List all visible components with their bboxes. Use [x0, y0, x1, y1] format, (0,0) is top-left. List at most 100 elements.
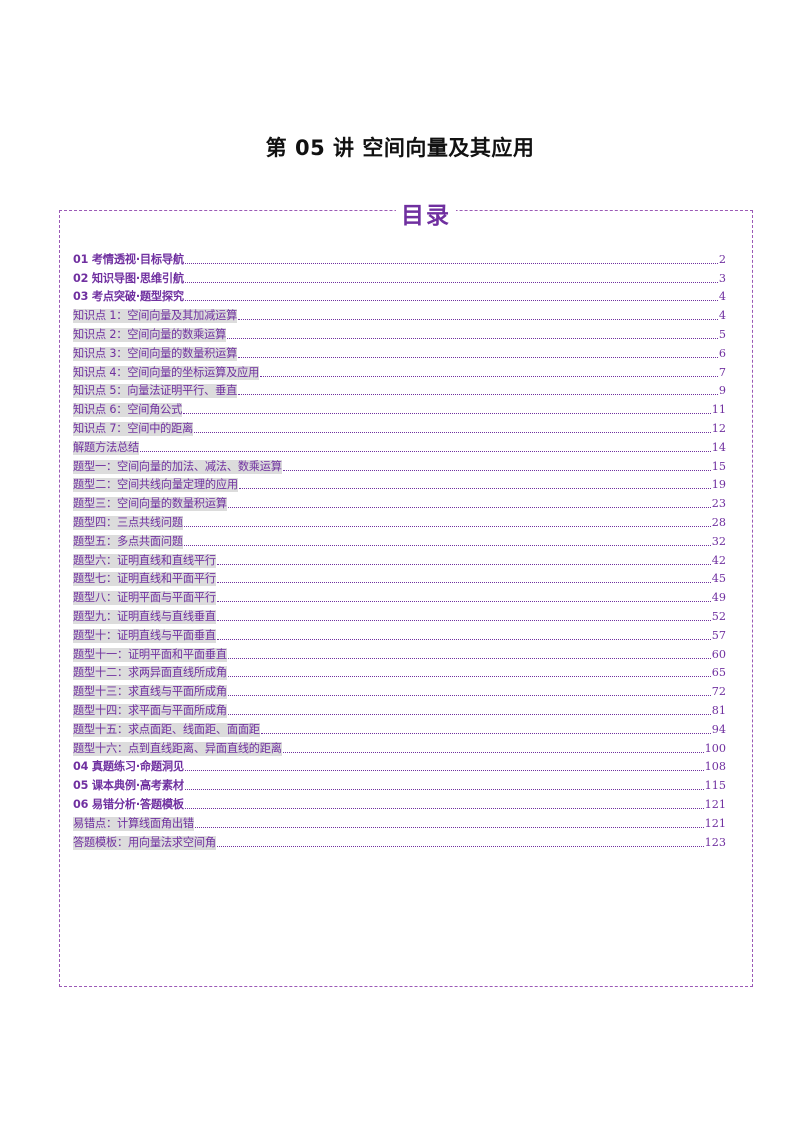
toc-entry[interactable]: 06 易错分析·答题模板 121 [73, 793, 726, 812]
toc-entry-page[interactable]: 15 [711, 459, 726, 473]
toc-entry-label[interactable]: 题型十五：求点面距、线面距、面面距 [73, 722, 260, 737]
toc-entry-page[interactable]: 49 [711, 591, 726, 605]
toc-entry[interactable]: 题型十：证明直线与平面垂直 57 [73, 624, 726, 643]
toc-entry[interactable]: 03 考点突破·题型探究 4 [73, 286, 726, 305]
toc-entry[interactable]: 02 知识导图·思维引航 3 [73, 267, 726, 286]
toc-entry-page[interactable]: 100 [704, 741, 726, 755]
toc-entry-page[interactable]: 45 [711, 572, 726, 586]
toc-entry[interactable]: 04 真题练习·命题洞见 108 [73, 756, 726, 775]
toc-entry-label[interactable]: 01 考情透视·目标导航 [73, 252, 184, 266]
toc-entry-page[interactable]: 81 [711, 703, 726, 717]
toc-entry-label[interactable]: 知识点 2：空间向量的数乘运算 [73, 327, 227, 342]
toc-entry[interactable]: 易错点：计算线面角出错 121 [73, 812, 726, 831]
toc-entry-label[interactable]: 04 真题练习·命题洞见 [73, 760, 184, 774]
toc-entry-page[interactable]: 7 [718, 365, 726, 379]
toc-entry[interactable]: 知识点 7：空间中的距离 12 [73, 417, 726, 436]
toc-entry-page[interactable]: 32 [711, 534, 726, 548]
toc-entry[interactable]: 题型五：多点共面问题 32 [73, 530, 726, 549]
toc-entry-label[interactable]: 题型九：证明直线与直线垂直 [73, 609, 216, 624]
toc-entry-page[interactable]: 9 [718, 384, 726, 398]
toc-entry-label[interactable]: 知识点 6：空间角公式 [73, 403, 183, 418]
toc-entry-label[interactable]: 02 知识导图·思维引航 [73, 271, 184, 285]
toc-entry-page[interactable]: 4 [718, 290, 726, 304]
toc-entry[interactable]: 题型十六：点到直线距离、异面直线的距离 100 [73, 737, 726, 756]
toc-entry[interactable]: 知识点 2：空间向量的数乘运算 5 [73, 323, 726, 342]
toc-entry-label[interactable]: 题型十四：求平面与平面所成角 [73, 703, 227, 718]
toc-entry-label[interactable]: 题型十：证明直线与平面垂直 [73, 628, 216, 643]
toc-entry-label[interactable]: 05 课本典例·高考素材 [73, 779, 184, 793]
toc-entry-label[interactable]: 知识点 5：向量法证明平行、垂直 [73, 384, 238, 399]
toc-entry[interactable]: 知识点 3：空间向量的数量积运算 6 [73, 342, 726, 361]
toc-entry-label[interactable]: 题型六：证明直线和直线平行 [73, 553, 216, 568]
toc-entry-label[interactable]: 03 考点突破·题型探究 [73, 290, 184, 304]
toc-entry-label[interactable]: 知识点 3：空间向量的数量积运算 [73, 346, 238, 361]
toc-entry-page[interactable]: 42 [711, 553, 726, 567]
toc-entry-label[interactable]: 题型十一：证明平面和平面垂直 [73, 647, 227, 662]
toc-dot-leader [184, 788, 704, 791]
toc-entry[interactable]: 知识点 6：空间角公式 11 [73, 398, 726, 418]
toc-entry-label[interactable]: 题型八：证明平面与平面平行 [73, 591, 216, 606]
toc-entry-label[interactable]: 题型四：三点共线问题 [73, 515, 183, 530]
toc-entry[interactable]: 解题方法总结 14 [73, 436, 726, 455]
toc-entry-label[interactable]: 易错点：计算线面角出错 [73, 816, 194, 831]
toc-entry-label[interactable]: 题型一：空间向量的加法、减法、数乘运算 [73, 459, 282, 474]
toc-entry-page[interactable]: 23 [711, 497, 726, 511]
toc-entry-label[interactable]: 题型十三：求直线与平面所成角 [73, 685, 227, 700]
toc-entry-page[interactable]: 5 [718, 327, 726, 341]
toc-entry-label[interactable]: 知识点 7：空间中的距离 [73, 421, 194, 436]
toc-dot-leader [260, 732, 711, 734]
toc-entry[interactable]: 知识点 1：空间向量及其加减运算 4 [73, 304, 726, 324]
toc-entry-label[interactable]: 题型五：多点共面问题 [73, 534, 183, 549]
toc-dot-leader [227, 657, 711, 659]
toc-entry-page[interactable]: 57 [711, 628, 726, 642]
toc-entry-page[interactable]: 65 [711, 666, 726, 680]
toc-dot-leader [238, 356, 718, 358]
toc-entry-label[interactable]: 题型七：证明直线和平面平行 [73, 572, 216, 587]
toc-entry-page[interactable]: 121 [704, 797, 726, 811]
toc-entry-page[interactable]: 115 [704, 779, 726, 793]
toc-entry-page[interactable]: 19 [711, 478, 726, 492]
toc-entry-page[interactable]: 11 [711, 403, 726, 417]
toc-entry-page[interactable]: 108 [704, 760, 726, 774]
toc-entry[interactable]: 题型七：证明直线和平面平行 45 [73, 568, 726, 587]
toc-entry-label[interactable]: 解题方法总结 [73, 440, 139, 455]
toc-entry-page[interactable]: 14 [711, 440, 726, 454]
toc-entry[interactable]: 题型十二：求两异面直线所成角 65 [73, 662, 726, 681]
toc-entry-page[interactable]: 94 [711, 722, 726, 736]
toc-entry[interactable]: 题型八：证明平面与平面平行 49 [73, 586, 726, 606]
toc-entry[interactable]: 题型十四：求平面与平面所成角 81 [73, 699, 726, 718]
toc-entry-label[interactable]: 06 易错分析·答题模板 [73, 797, 184, 811]
toc-entry[interactable]: 题型一：空间向量的加法、减法、数乘运算 15 [73, 455, 726, 474]
toc-entry[interactable]: 题型十三：求直线与平面所成角 72 [73, 680, 726, 700]
toc-entry-page[interactable]: 123 [704, 835, 726, 849]
toc-entry[interactable]: 知识点 4：空间向量的坐标运算及应用 7 [73, 361, 726, 380]
toc-entry-label[interactable]: 题型三：空间向量的数量积运算 [73, 497, 227, 512]
toc-entry[interactable]: 01 考情透视·目标导航 2 [73, 248, 726, 267]
toc-entry[interactable]: 知识点 5：向量法证明平行、垂直 9 [73, 380, 726, 399]
toc-entry-label[interactable]: 知识点 4：空间向量的坐标运算及应用 [73, 365, 260, 380]
toc-entry[interactable]: 题型二：空间共线向量定理的应用 19 [73, 474, 726, 493]
toc-entry-page[interactable]: 6 [718, 346, 726, 360]
toc-entry[interactable]: 题型三：空间向量的数量积运算 23 [73, 492, 726, 512]
toc-entry-page[interactable]: 3 [718, 271, 726, 285]
toc-entry[interactable]: 答题模板：用向量法求空间角 123 [73, 831, 726, 850]
toc-entry-label[interactable]: 题型十二：求两异面直线所成角 [73, 666, 227, 681]
toc-entry[interactable]: 题型十五：求点面距、线面距、面面距 94 [73, 718, 726, 737]
toc-entry-label[interactable]: 题型二：空间共线向量定理的应用 [73, 478, 238, 493]
toc-entry[interactable]: 05 课本典例·高考素材 115 [73, 774, 726, 793]
toc-entry[interactable]: 题型六：证明直线和直线平行 42 [73, 549, 726, 568]
toc-entry-page[interactable]: 28 [711, 515, 726, 529]
toc-entry-page[interactable]: 121 [704, 816, 726, 830]
toc-entry-label[interactable]: 答题模板：用向量法求空间角 [73, 835, 216, 850]
toc-entry-page[interactable]: 60 [711, 647, 726, 661]
toc-entry[interactable]: 题型四：三点共线问题 28 [73, 511, 726, 530]
toc-entry-page[interactable]: 4 [718, 309, 726, 323]
toc-entry-page[interactable]: 72 [711, 685, 726, 699]
toc-entry-label[interactable]: 知识点 1：空间向量及其加减运算 [73, 309, 238, 324]
toc-entry-page[interactable]: 12 [711, 421, 726, 435]
toc-entry-page[interactable]: 2 [718, 252, 726, 266]
toc-entry[interactable]: 题型九：证明直线与直线垂直 52 [73, 605, 726, 624]
toc-entry-page[interactable]: 52 [711, 609, 726, 623]
toc-entry-label[interactable]: 题型十六：点到直线距离、异面直线的距离 [73, 741, 282, 756]
toc-entry[interactable]: 题型十一：证明平面和平面垂直 60 [73, 643, 726, 662]
